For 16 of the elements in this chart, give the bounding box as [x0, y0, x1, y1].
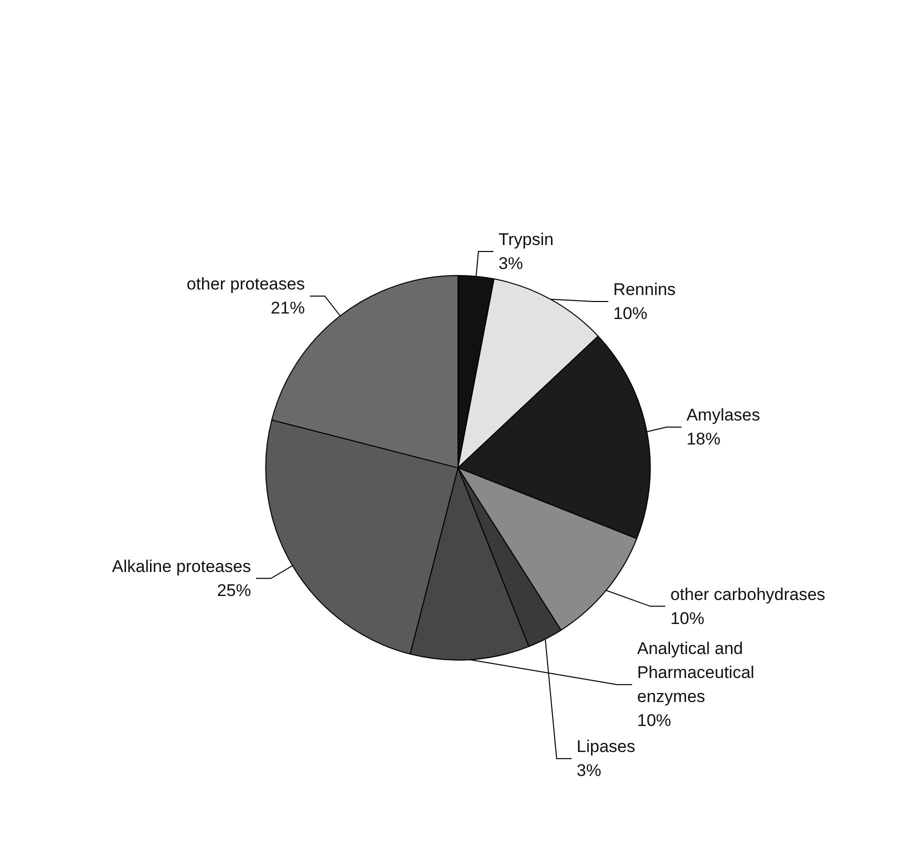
data-label: 10% — [637, 711, 672, 730]
slice-label: Analytical and Pharmaceutical enzymes — [637, 639, 760, 706]
data-label: 3% — [498, 254, 524, 273]
slice-label: Trypsin — [498, 230, 554, 249]
slice-label: other carbohydrases — [670, 584, 826, 604]
slice-label: Lipases — [576, 737, 636, 756]
data-label: 25% — [216, 580, 251, 600]
slice-label: Amylases — [686, 406, 760, 425]
data-label: 18% — [686, 430, 720, 449]
slice-label: other proteases — [186, 274, 305, 294]
slice-label: Alkaline proteases — [112, 556, 251, 576]
data-label: 3% — [576, 761, 602, 780]
data-label: 10% — [670, 608, 704, 628]
slice-label: Rennins — [613, 280, 676, 299]
data-label: 21% — [270, 298, 305, 318]
data-label: 10% — [613, 304, 648, 323]
